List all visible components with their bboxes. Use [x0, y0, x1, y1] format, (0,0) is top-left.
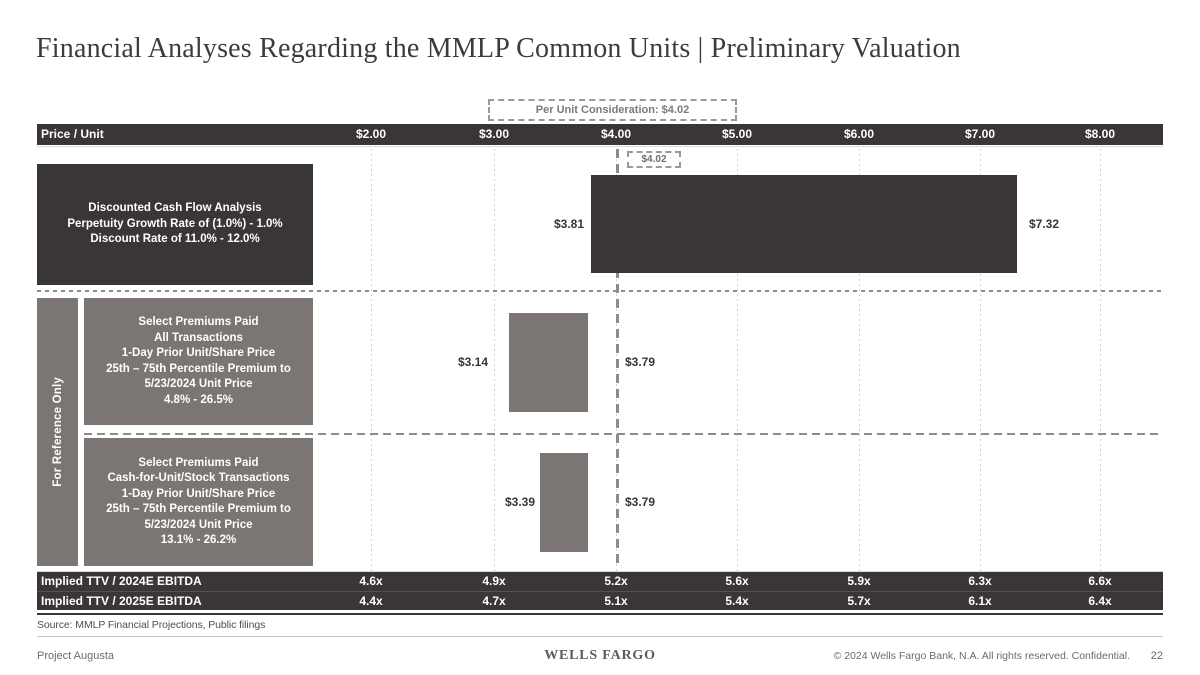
label-line: Discounted Cash Flow Analysis	[88, 202, 262, 215]
table-cell: 6.3x	[968, 574, 992, 588]
price-tick: $2.00	[355, 127, 387, 141]
gridline	[859, 149, 860, 571]
premiums-cash-row-label: Select Premiums Paid Cash-for-Unit/Stock…	[84, 438, 313, 566]
premiums-cash-range-bar	[540, 453, 588, 552]
valuation-chart: $4.02 Discounted Cash Flow Analysis Perp…	[37, 146, 1163, 572]
table-row: Implied TTV / 2025E EBITDA 4.4x 4.7x 5.1…	[37, 591, 1163, 610]
footer-copyright: © 2024 Wells Fargo Bank, N.A. All rights…	[833, 650, 1130, 662]
price-axis-header: Price / Unit $2.00 $3.00 $4.00 $5.00 $6.…	[37, 124, 1163, 145]
price-tick: $8.00	[1084, 127, 1116, 141]
table-cell: 6.4x	[1088, 594, 1112, 608]
footer-divider	[37, 636, 1163, 637]
label-line: 5/23/2024 Unit Price	[144, 518, 253, 531]
premiums-all-row-label: Select Premiums Paid All Transactions 1-…	[84, 298, 313, 425]
page-title: Financial Analyses Regarding the MMLP Co…	[36, 33, 961, 64]
gridline	[1100, 149, 1101, 571]
table-cell: 6.1x	[968, 594, 992, 608]
dcf-low-value: $3.81	[553, 217, 584, 231]
implied-multiples-table: Implied TTV / 2024E EBITDA 4.6x 4.9x 5.2…	[37, 572, 1163, 610]
gridline	[494, 149, 495, 571]
price-axis-label: Price / Unit	[41, 127, 104, 141]
table-cell: 4.4x	[359, 594, 383, 608]
footer-project-name: Project Augusta	[37, 650, 115, 662]
price-tick: $5.00	[721, 127, 753, 141]
premiums-cash-high-value: $3.79	[625, 495, 656, 509]
consideration-reference-line	[616, 149, 619, 569]
table-cell: 4.9x	[482, 574, 506, 588]
price-tick: $6.00	[843, 127, 875, 141]
label-line: 1-Day Prior Unit/Share Price	[121, 487, 276, 500]
row-separator-dashed	[37, 290, 1163, 292]
premiums-all-range-bar	[509, 313, 588, 412]
label-line: Discount Rate of 11.0% - 12.0%	[90, 233, 260, 246]
premiums-all-high-value: $3.79	[625, 355, 656, 369]
price-tick: $7.00	[964, 127, 996, 141]
price-tick: $3.00	[478, 127, 510, 141]
label-line: All Transactions	[154, 331, 243, 344]
label-line: Cash-for-Unit/Stock Transactions	[107, 472, 290, 484]
label-line: 25th – 75th Percentile Premium to	[106, 362, 291, 375]
dcf-range-bar	[591, 175, 1017, 273]
page-number: 22	[1150, 650, 1163, 662]
table-cell: 5.2x	[604, 574, 628, 588]
table-cell: 5.6x	[725, 574, 749, 588]
consideration-reference-label: $4.02	[627, 151, 681, 168]
premiums-all-low-value: $3.14	[457, 355, 488, 369]
source-note: Source: MMLP Financial Projections, Publ…	[37, 619, 266, 631]
table-cell: 5.1x	[604, 594, 628, 608]
table-cell: 4.6x	[359, 574, 383, 588]
label-line: 4.8% - 26.5%	[163, 393, 234, 406]
table-cell: 4.7x	[482, 594, 506, 608]
dcf-row-label: Discounted Cash Flow Analysis Perpetuity…	[37, 164, 313, 285]
wells-fargo-logo: WELLS FARGO	[544, 648, 656, 663]
table-cell: 5.7x	[847, 594, 871, 608]
table-cell: 5.9x	[847, 574, 871, 588]
price-tick: $4.00	[600, 127, 632, 141]
gridline	[980, 149, 981, 571]
for-reference-only-label: For Reference Only	[51, 377, 64, 487]
row-separator-dashed	[84, 433, 1163, 435]
dcf-high-value: $7.32	[1029, 217, 1060, 231]
table-cell: 5.4x	[725, 594, 749, 608]
premiums-cash-low-value: $3.39	[504, 495, 535, 509]
label-line: 1-Day Prior Unit/Share Price	[121, 347, 276, 359]
label-line: 5/23/2024 Unit Price	[144, 378, 253, 390]
label-line: Select Premiums Paid	[138, 456, 259, 469]
table-row-label: Implied TTV / 2024E EBITDA	[41, 574, 202, 588]
table-cell: 6.6x	[1088, 574, 1112, 588]
label-line: Select Premiums Paid	[138, 316, 259, 328]
for-reference-only-strip: For Reference Only	[37, 298, 78, 566]
per-unit-consideration-callout: Per Unit Consideration: $4.02	[488, 99, 737, 121]
label-line: Perpetuity Growth Rate of (1.0%) - 1.0%	[67, 217, 283, 230]
label-line: 25th – 75th Percentile Premium to	[106, 503, 291, 515]
gridline	[371, 149, 372, 571]
table-row: Implied TTV / 2024E EBITDA 4.6x 4.9x 5.2…	[37, 572, 1163, 591]
gridline	[737, 149, 738, 571]
label-line: 13.1% - 26.2%	[160, 534, 237, 546]
table-row-label: Implied TTV / 2025E EBITDA	[41, 594, 202, 608]
table-bottom-rule	[37, 613, 1163, 615]
